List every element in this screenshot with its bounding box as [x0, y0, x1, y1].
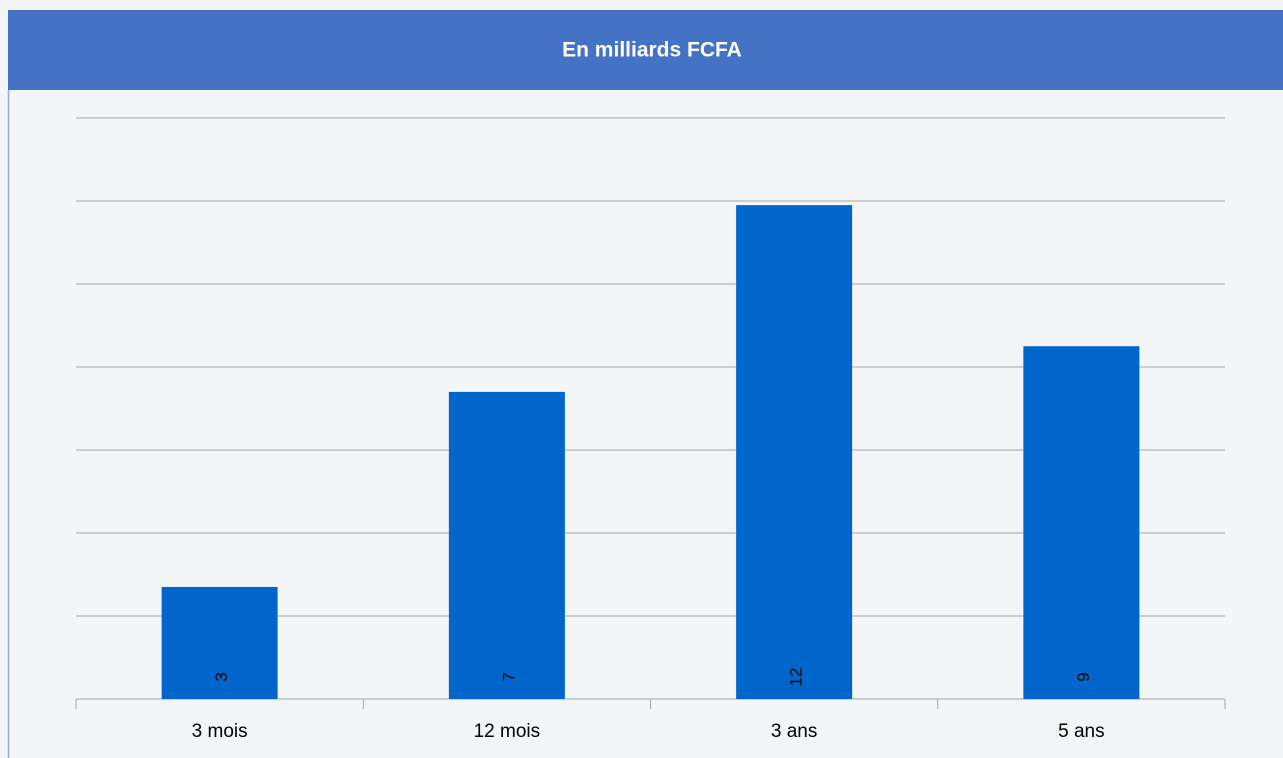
x-tick-label: 5 ans: [1058, 721, 1104, 742]
chart-title: En milliards FCFA: [562, 39, 742, 62]
x-tick-label: 3 ans: [771, 721, 817, 742]
data-label: 9: [1074, 672, 1093, 681]
data-label: 7: [499, 672, 518, 681]
header-band: [8, 10, 1283, 90]
x-tick-label: 12 mois: [474, 721, 541, 742]
bar: [448, 391, 565, 699]
data-label: 3: [212, 672, 231, 681]
bar: [736, 205, 853, 699]
bar: [161, 586, 278, 699]
bar: [1023, 346, 1140, 699]
x-tick-label: 3 mois: [192, 721, 248, 742]
data-label: 12: [787, 668, 806, 687]
